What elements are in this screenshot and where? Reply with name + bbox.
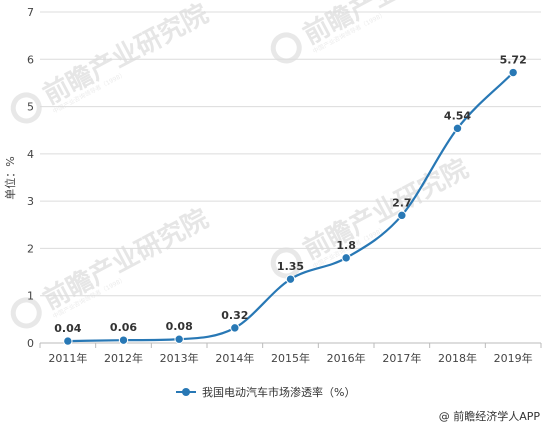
y-tick-label: 7 bbox=[27, 6, 34, 19]
series-layer: 0.04 0.06 0.08 0.32 1.35 1.8 2.7 4.54 5.72 bbox=[54, 54, 527, 346]
y-tick-label: 4 bbox=[27, 148, 34, 161]
y-tick-label: 6 bbox=[27, 53, 34, 66]
watermark-logo-icon bbox=[10, 297, 42, 329]
legend[interactable]: 我国电动汽车市场渗透率（%） bbox=[176, 385, 355, 399]
gridlines bbox=[40, 11, 541, 297]
data-point[interactable] bbox=[63, 336, 73, 346]
data-label: 5.72 bbox=[500, 54, 527, 67]
y-tick-label: 2 bbox=[27, 242, 34, 255]
data-label: 0.08 bbox=[166, 320, 193, 333]
series-line bbox=[67, 71, 514, 343]
x-tick-label: 2011年 bbox=[48, 351, 87, 365]
data-point[interactable] bbox=[118, 335, 129, 345]
y-axis-label: 单位：% bbox=[3, 156, 17, 199]
watermark-text: 前瞻产业研究院 bbox=[38, 0, 213, 111]
y-axis: 0 1 2 3 4 5 6 7 bbox=[27, 6, 34, 350]
data-point[interactable] bbox=[397, 210, 407, 221]
x-tick-label: 2016年 bbox=[327, 351, 366, 365]
x-tick-label: 2013年 bbox=[160, 351, 199, 365]
watermark-logo-icon bbox=[270, 32, 302, 64]
watermark-text: 前瞻产业研究院 bbox=[38, 203, 213, 316]
watermark-text: 前瞻产业研究院 bbox=[298, 153, 473, 266]
data-point[interactable] bbox=[285, 274, 296, 284]
data-label: 0.32 bbox=[221, 309, 248, 322]
x-tick-label: 2015年 bbox=[271, 351, 310, 365]
y-tick-label: 0 bbox=[27, 337, 34, 350]
data-point[interactable] bbox=[230, 323, 240, 333]
legend-label: 我国电动汽车市场渗透率（%） bbox=[202, 385, 355, 399]
data-label: 0.04 bbox=[54, 322, 81, 335]
watermark-logo-icon bbox=[10, 92, 42, 124]
data-label: 0.06 bbox=[110, 321, 137, 334]
watermark-logo-icon bbox=[270, 247, 302, 279]
x-tick-label: 2017年 bbox=[382, 351, 421, 365]
x-tick-label: 2012年 bbox=[104, 351, 143, 365]
x-axis: 2011年 2012年 2013年 2014年 2015年 2016年 2017年 2018年… bbox=[39, 342, 542, 365]
y-tick-label: 5 bbox=[27, 101, 34, 114]
y-tick-label: 1 bbox=[27, 290, 34, 303]
data-point[interactable] bbox=[508, 67, 518, 78]
data-label: 4.54 bbox=[444, 109, 471, 122]
x-tick-label: 2019年 bbox=[494, 351, 533, 365]
data-label: 1.35 bbox=[277, 260, 304, 273]
data-point[interactable] bbox=[174, 334, 184, 344]
data-label: 1.8 bbox=[336, 239, 356, 252]
x-tick-label: 2014年 bbox=[215, 351, 254, 365]
y-tick-label: 3 bbox=[27, 195, 34, 208]
data-point[interactable] bbox=[452, 123, 463, 134]
legend-marker-icon bbox=[182, 388, 190, 396]
data-label: 2.7 bbox=[392, 196, 412, 209]
x-tick-label: 2018年 bbox=[438, 351, 477, 365]
data-point[interactable] bbox=[341, 253, 351, 263]
source-credit: @ 前瞻经济学人APP bbox=[439, 409, 541, 423]
